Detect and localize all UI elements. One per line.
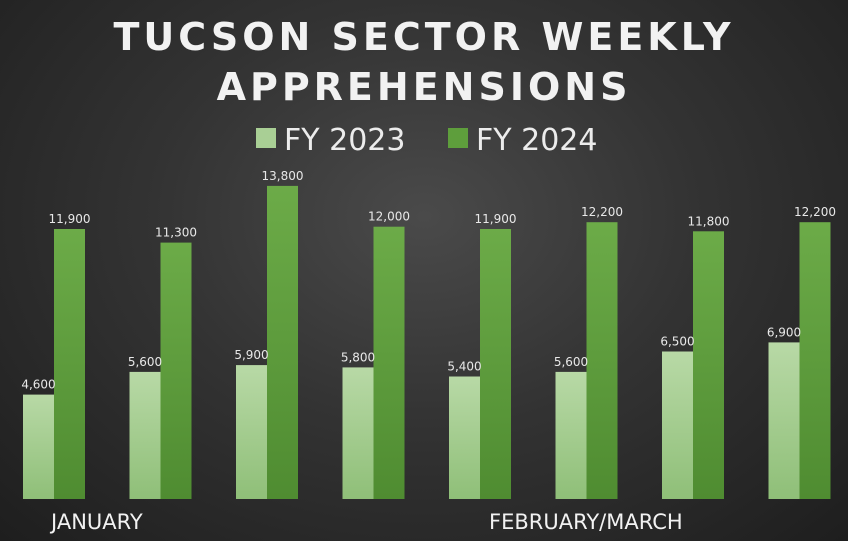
bar-fy2023-4: [342, 367, 374, 499]
data-label-fy2023-7: 6,500: [660, 335, 694, 349]
data-label-fy2024-2: 11,300: [155, 226, 197, 240]
group-label-2: FEBRUARY/MARCH: [489, 510, 683, 534]
data-label-fy2023-6: 5,600: [554, 355, 588, 369]
data-label-fy2023-1: 4,600: [21, 378, 55, 392]
bar-fy2024-4: [373, 226, 405, 499]
bar-fy2023-5: [449, 376, 480, 499]
data-label-fy2024-3: 13,800: [262, 169, 304, 183]
bar-fy2023-6: [555, 371, 587, 499]
bars: [23, 185, 831, 500]
bar-fy2024-6: [586, 222, 618, 499]
data-label-fy2024-4: 12,000: [368, 210, 410, 224]
bar-fy2023-2: [129, 371, 161, 499]
bar-fy2023-3: [236, 365, 267, 499]
data-label-fy2024-8: 12,200: [794, 205, 836, 219]
legend-swatch-fy2023: [256, 128, 276, 148]
data-label-fy2023-3: 5,900: [234, 348, 268, 362]
legend-label-fy2023: FY 2023: [284, 123, 405, 158]
bar-fy2024-5: [480, 229, 511, 499]
bar-fy2024-1: [54, 229, 85, 499]
data-label-fy2023-4: 5,800: [341, 350, 375, 364]
bar-fy2023-8: [768, 342, 800, 499]
group-label-1: JANUARY: [49, 510, 143, 534]
bar-fy2024-8: [799, 222, 831, 499]
legend: FY 2023 FY 2024: [256, 123, 597, 158]
data-label-fy2024-1: 11,900: [49, 212, 91, 226]
data-label-fy2024-5: 11,900: [475, 212, 517, 226]
group-labels: JANUARY FEBRUARY/MARCH: [49, 510, 683, 534]
bar-fy2023-1: [23, 394, 54, 499]
legend-label-fy2024: FY 2024: [476, 123, 597, 158]
chart-title: TUCSON SECTOR WEEKLY APPREHENSIONS: [113, 15, 734, 109]
data-label-fy2023-2: 5,600: [128, 355, 162, 369]
chart-title-line-1: TUCSON SECTOR WEEKLY: [113, 15, 734, 59]
data-label-fy2024-7: 11,800: [688, 214, 730, 228]
legend-swatch-fy2024: [448, 128, 468, 148]
bar-fy2023-7: [662, 351, 693, 499]
bar-labels: 4,600 11,900 5,600 11,300 5,900 13,800 5,800 12…: [21, 169, 836, 392]
data-label-fy2024-6: 12,200: [581, 205, 623, 219]
bar-fy2024-7: [693, 231, 724, 500]
bar-fy2024-2: [160, 242, 192, 499]
data-label-fy2023-5: 5,400: [447, 360, 481, 374]
data-label-fy2023-8: 6,900: [767, 325, 801, 339]
bar-fy2024-3: [267, 185, 298, 499]
chart-title-line-2: APPREHENSIONS: [217, 65, 632, 109]
